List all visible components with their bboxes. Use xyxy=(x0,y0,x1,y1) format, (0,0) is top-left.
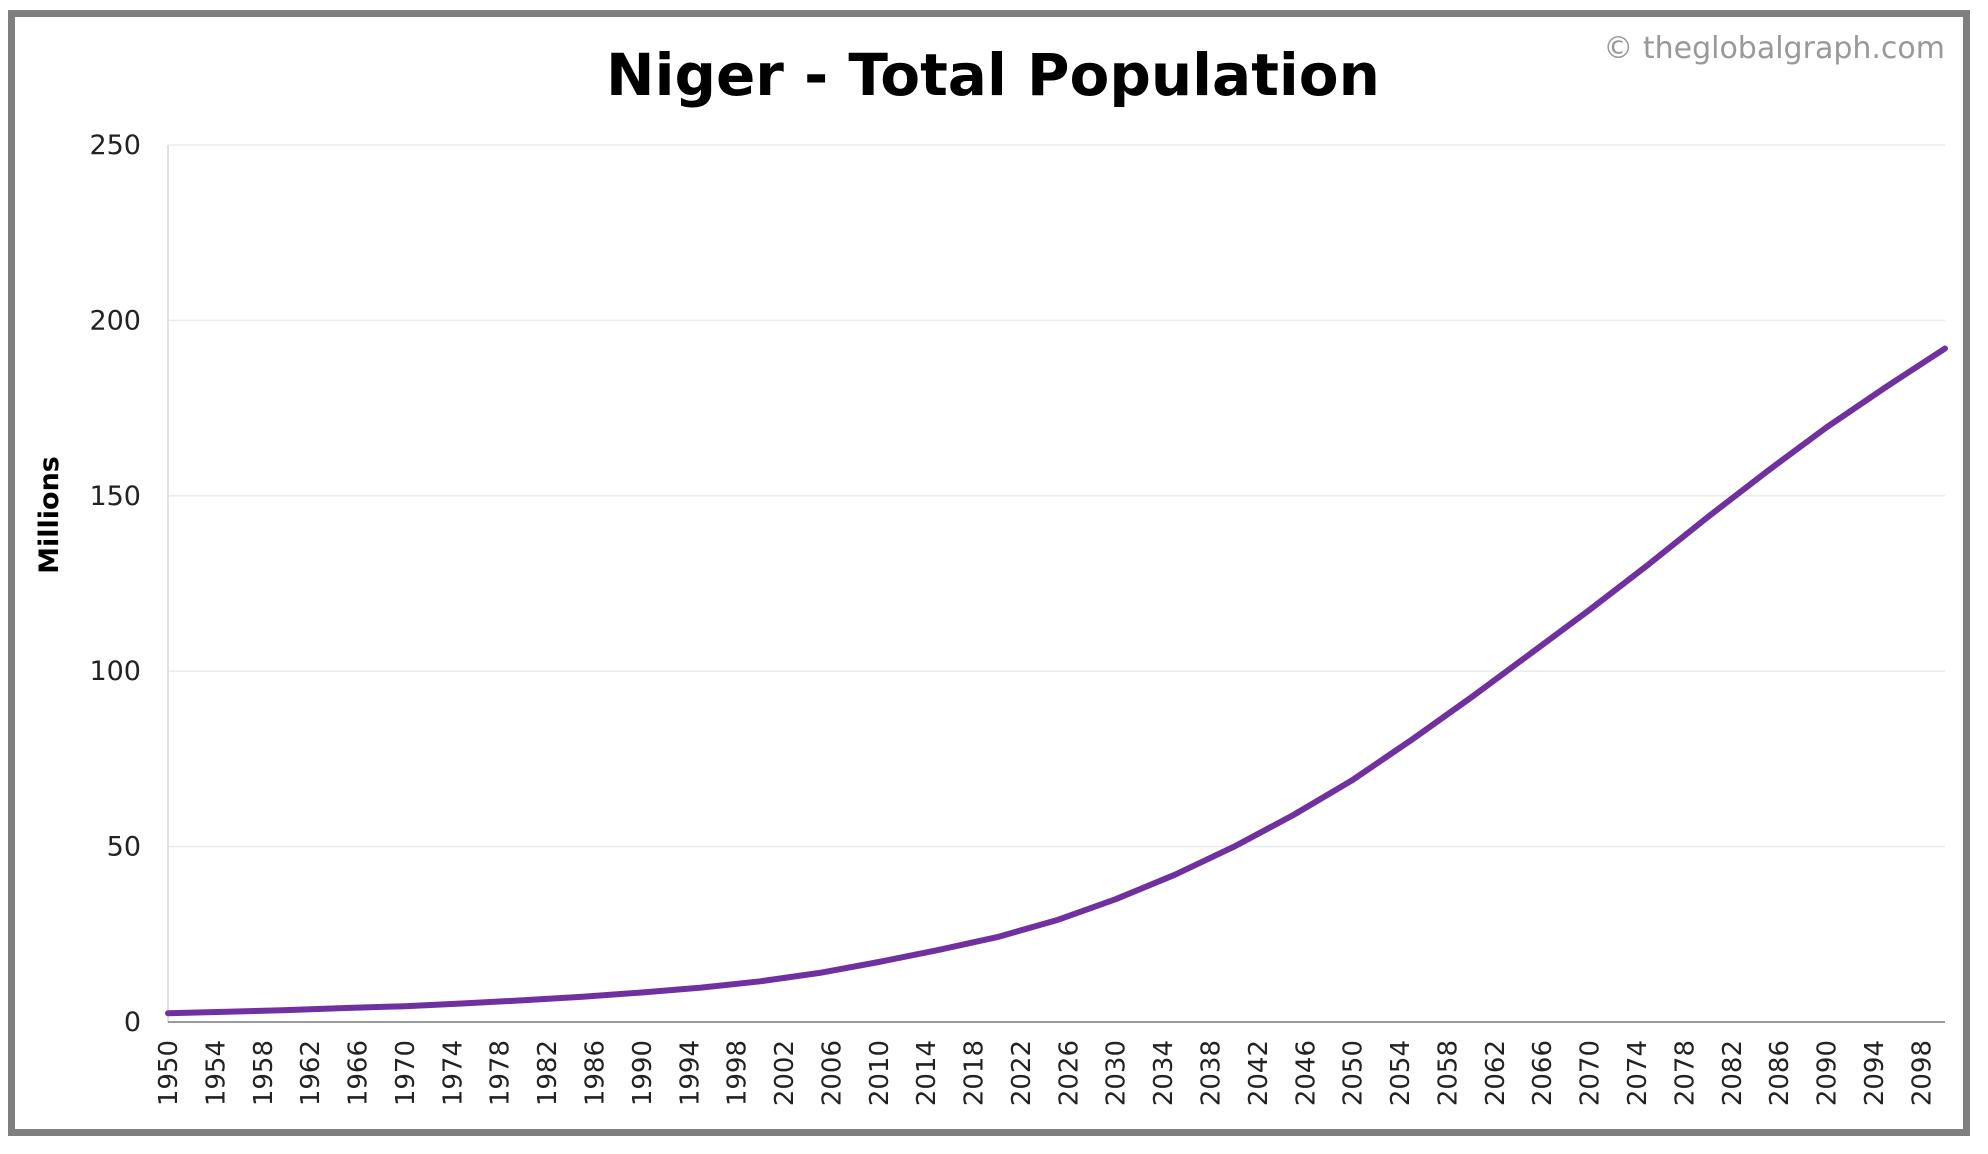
x-tick-label: 1986 xyxy=(580,1040,610,1106)
x-tick-label: 2074 xyxy=(1623,1040,1653,1106)
x-tick-label: 2082 xyxy=(1718,1040,1748,1106)
y-tick-label: 0 xyxy=(124,1007,141,1038)
x-tick-label: 2062 xyxy=(1481,1040,1511,1106)
x-tick-label: 1958 xyxy=(249,1040,279,1106)
x-tick-label: 2042 xyxy=(1244,1040,1274,1106)
series-lines xyxy=(165,345,1948,1017)
x-tick-label: 2090 xyxy=(1813,1040,1843,1106)
x-tick-label: 1962 xyxy=(296,1040,326,1106)
series-line xyxy=(165,345,1948,1017)
x-tick-label: 1970 xyxy=(391,1040,421,1106)
y-tick-label: 150 xyxy=(89,481,141,512)
y-tick-label: 200 xyxy=(89,305,141,336)
x-tick-label: 2078 xyxy=(1670,1040,1700,1106)
x-tick-label: 1954 xyxy=(201,1040,231,1106)
x-tick-label: 2026 xyxy=(1054,1040,1084,1106)
x-tick-label: 2050 xyxy=(1339,1040,1369,1106)
x-tick-label: 2006 xyxy=(817,1040,847,1106)
x-tick-label: 2030 xyxy=(1102,1040,1132,1106)
x-tick-label: 1994 xyxy=(675,1040,705,1106)
x-tick-label: 2018 xyxy=(960,1040,990,1106)
x-tick-label: 1990 xyxy=(628,1040,658,1106)
x-tick-label: 2098 xyxy=(1907,1040,1937,1106)
x-tick-label: 2002 xyxy=(770,1040,800,1106)
x-tick-label: 1978 xyxy=(486,1040,516,1106)
x-tick-label: 1966 xyxy=(344,1040,374,1106)
chart-frame xyxy=(8,10,1970,1136)
x-tick-label: 2066 xyxy=(1528,1040,1558,1106)
x-tick-label: 2038 xyxy=(1197,1040,1227,1106)
gridlines xyxy=(168,144,1945,848)
chart-title: Niger - Total Population xyxy=(606,41,1380,109)
x-tick-label: 2058 xyxy=(1433,1040,1463,1106)
x-tick-label: 2094 xyxy=(1860,1040,1890,1106)
x-tick-label: 2014 xyxy=(912,1040,942,1106)
y-tick-label: 50 xyxy=(107,832,141,863)
x-tick-label: 2086 xyxy=(1765,1040,1795,1106)
x-tick-label: 1998 xyxy=(723,1040,753,1106)
axes xyxy=(167,145,1945,1023)
x-tick-label: 1974 xyxy=(438,1040,468,1106)
y-tick-label: 250 xyxy=(89,130,141,161)
x-tick-label: 1982 xyxy=(533,1040,563,1106)
x-tick-label: 2034 xyxy=(1149,1040,1179,1106)
x-tick-label: 2022 xyxy=(1007,1040,1037,1106)
x-tick-labels: 1950 1954 1958 1962 1966 1970 1974 1978 1982 1986… xyxy=(154,1040,1937,1106)
x-tick-label: 1950 xyxy=(154,1040,184,1106)
y-tick-label: 100 xyxy=(89,656,141,687)
x-tick-label: 2070 xyxy=(1576,1040,1606,1106)
y-tick-labels: 0 50 100 150 200 250 xyxy=(89,130,141,1038)
x-tick-label: 2054 xyxy=(1386,1040,1416,1106)
x-tick-label: 2010 xyxy=(865,1040,895,1106)
y-axis-label: Millions xyxy=(34,456,65,574)
watermark-text: © theglobalgraph.com xyxy=(1603,31,1945,66)
x-tick-label: 2046 xyxy=(1291,1040,1321,1106)
